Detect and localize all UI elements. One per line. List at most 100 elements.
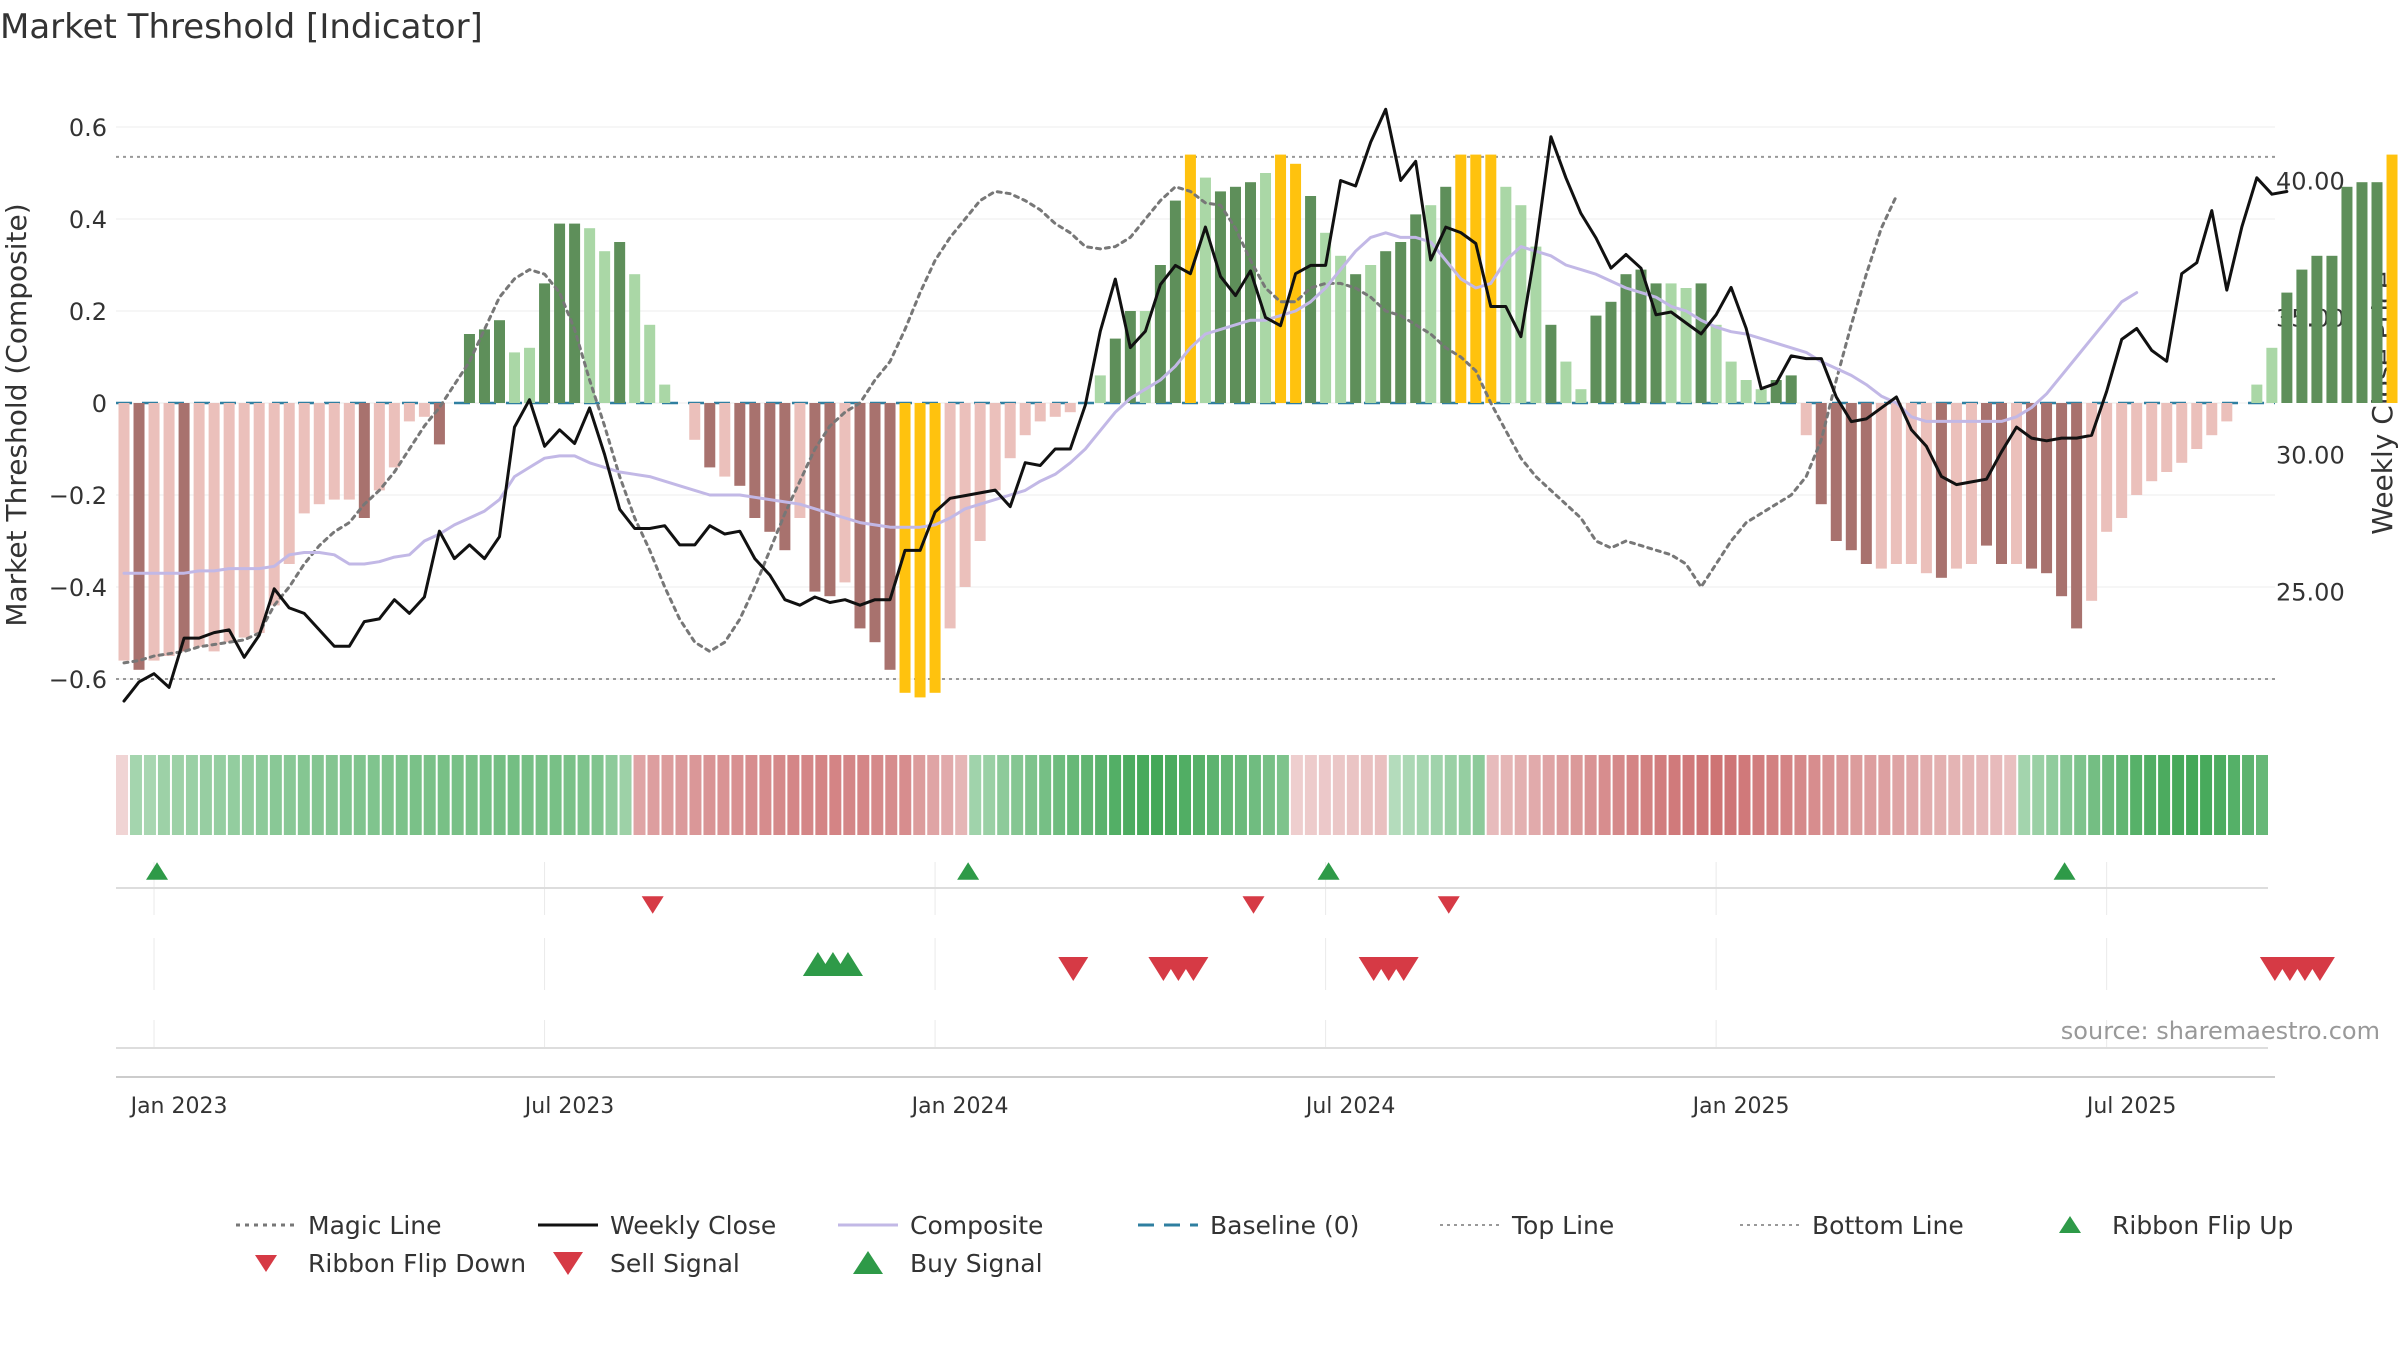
ribbon-cell bbox=[1220, 755, 1233, 835]
composite-bar bbox=[118, 403, 130, 661]
composite-bar bbox=[1620, 274, 1632, 403]
composite-bar bbox=[1800, 403, 1812, 436]
ribbon-cell bbox=[1570, 755, 1583, 835]
composite-bar bbox=[749, 403, 761, 518]
ribbon-cell bbox=[1500, 755, 1513, 835]
ribbon-cell bbox=[1193, 755, 1205, 835]
x-tick-label: Jul 2024 bbox=[1304, 1094, 1396, 1119]
ribbon-cell bbox=[1206, 755, 1219, 835]
composite-bar bbox=[1996, 403, 2007, 564]
ribbon-cell bbox=[1626, 755, 1639, 835]
signal-markers bbox=[116, 862, 2335, 1049]
ribbon-cell bbox=[1934, 755, 1947, 835]
composite-bar bbox=[1755, 389, 1767, 403]
ribbon-cell bbox=[1137, 755, 1150, 835]
composite-bar bbox=[884, 403, 896, 670]
composite-bar bbox=[1935, 403, 1947, 578]
sell-signal-marker bbox=[2304, 957, 2335, 981]
ribbon-flip-up-marker bbox=[146, 862, 169, 880]
ribbon-cell bbox=[2200, 755, 2213, 835]
ribbon-cell bbox=[1304, 755, 1317, 835]
composite-bar bbox=[974, 403, 986, 541]
composite-bar bbox=[1785, 375, 1797, 403]
composite-bar bbox=[1199, 177, 1211, 403]
sell-signal-marker bbox=[1178, 957, 1209, 981]
ribbon-cell bbox=[1906, 755, 1919, 835]
composite-bar bbox=[1440, 186, 1452, 403]
legend-label: Ribbon Flip Up bbox=[2112, 1211, 2293, 1240]
composite-bar bbox=[2356, 182, 2368, 403]
y-axis-label-left: Market Threshold (Composite) bbox=[0, 203, 33, 626]
buy-signal-marker bbox=[832, 952, 863, 976]
ribbon-cell bbox=[1850, 755, 1863, 835]
ribbon-cell bbox=[1948, 755, 1961, 835]
composite-bar bbox=[929, 403, 941, 693]
ribbon-cell bbox=[1584, 755, 1597, 835]
composite-bar bbox=[539, 283, 551, 403]
composite-bar bbox=[328, 403, 340, 500]
ribbon-cell bbox=[913, 755, 926, 835]
ribbon-cell bbox=[507, 755, 520, 835]
composite-bar bbox=[944, 403, 956, 629]
ribbon-cell bbox=[493, 755, 506, 835]
ribbon-cell bbox=[871, 755, 884, 835]
ribbon-cell bbox=[1598, 755, 1611, 835]
ribbon-cell bbox=[1766, 755, 1779, 835]
composite-bar bbox=[1094, 375, 1106, 403]
composite-bar bbox=[899, 403, 911, 693]
composite-bar bbox=[2101, 403, 2113, 532]
ribbon-cell bbox=[829, 755, 842, 835]
composite-bar bbox=[418, 403, 430, 417]
ribbon-cell bbox=[129, 755, 142, 835]
ribbon-cell bbox=[1444, 755, 1457, 835]
composite-bar bbox=[298, 403, 310, 514]
ribbon-cell bbox=[773, 755, 786, 835]
composite-line bbox=[122, 231, 2139, 575]
ribbon-cell bbox=[801, 755, 814, 835]
composite-bar bbox=[1275, 154, 1287, 403]
composite-bar bbox=[163, 403, 175, 656]
ribbon-cell bbox=[1738, 755, 1751, 835]
ribbon-cell bbox=[899, 755, 912, 835]
ribbon-cell bbox=[1123, 755, 1136, 835]
composite-bar bbox=[599, 251, 611, 403]
ribbon-cell bbox=[1836, 755, 1849, 835]
ribbon-cell bbox=[1388, 755, 1401, 835]
ribbon-cell bbox=[311, 755, 324, 835]
composite-bar bbox=[478, 329, 490, 403]
ribbon-cell bbox=[1486, 755, 1499, 835]
sell-signal-marker bbox=[1058, 957, 1089, 981]
composite-bar bbox=[1139, 311, 1151, 403]
composite-bar bbox=[1184, 154, 1196, 403]
ribbon-cell bbox=[535, 755, 548, 835]
ribbon-cell bbox=[2116, 755, 2129, 835]
ribbon-cell bbox=[549, 755, 562, 835]
ribbon-cell bbox=[815, 755, 828, 835]
composite-bar bbox=[1485, 154, 1497, 403]
ribbon-cell bbox=[199, 755, 212, 835]
composite-bar bbox=[2026, 403, 2038, 569]
composite-bar bbox=[2281, 292, 2293, 403]
composite-bar bbox=[193, 403, 205, 647]
composite-bar bbox=[1725, 361, 1737, 403]
composite-bar bbox=[2176, 403, 2188, 463]
composite-bar bbox=[1545, 324, 1557, 403]
ribbon-flip-down-marker bbox=[641, 896, 664, 914]
composite-bar bbox=[2296, 269, 2308, 403]
legend-label: Composite bbox=[910, 1211, 1043, 1240]
composite-bar bbox=[1335, 255, 1347, 403]
composite-bar bbox=[133, 403, 145, 670]
composite-bar bbox=[1034, 403, 1046, 422]
legend-label: Buy Signal bbox=[910, 1249, 1043, 1278]
ribbon-cell bbox=[1864, 755, 1877, 835]
ribbon-cell bbox=[1109, 755, 1122, 835]
composite-bar bbox=[719, 403, 731, 477]
ribbon-cell bbox=[731, 755, 744, 835]
ribbon-cell bbox=[1472, 755, 1485, 835]
ribbon-cell bbox=[1011, 755, 1024, 835]
composite-bar bbox=[1350, 274, 1362, 403]
ribbon-cell bbox=[1808, 755, 1821, 835]
ribbon-cell bbox=[2088, 755, 2101, 835]
composite-bar bbox=[283, 403, 295, 564]
ribbon-cell bbox=[171, 755, 184, 835]
